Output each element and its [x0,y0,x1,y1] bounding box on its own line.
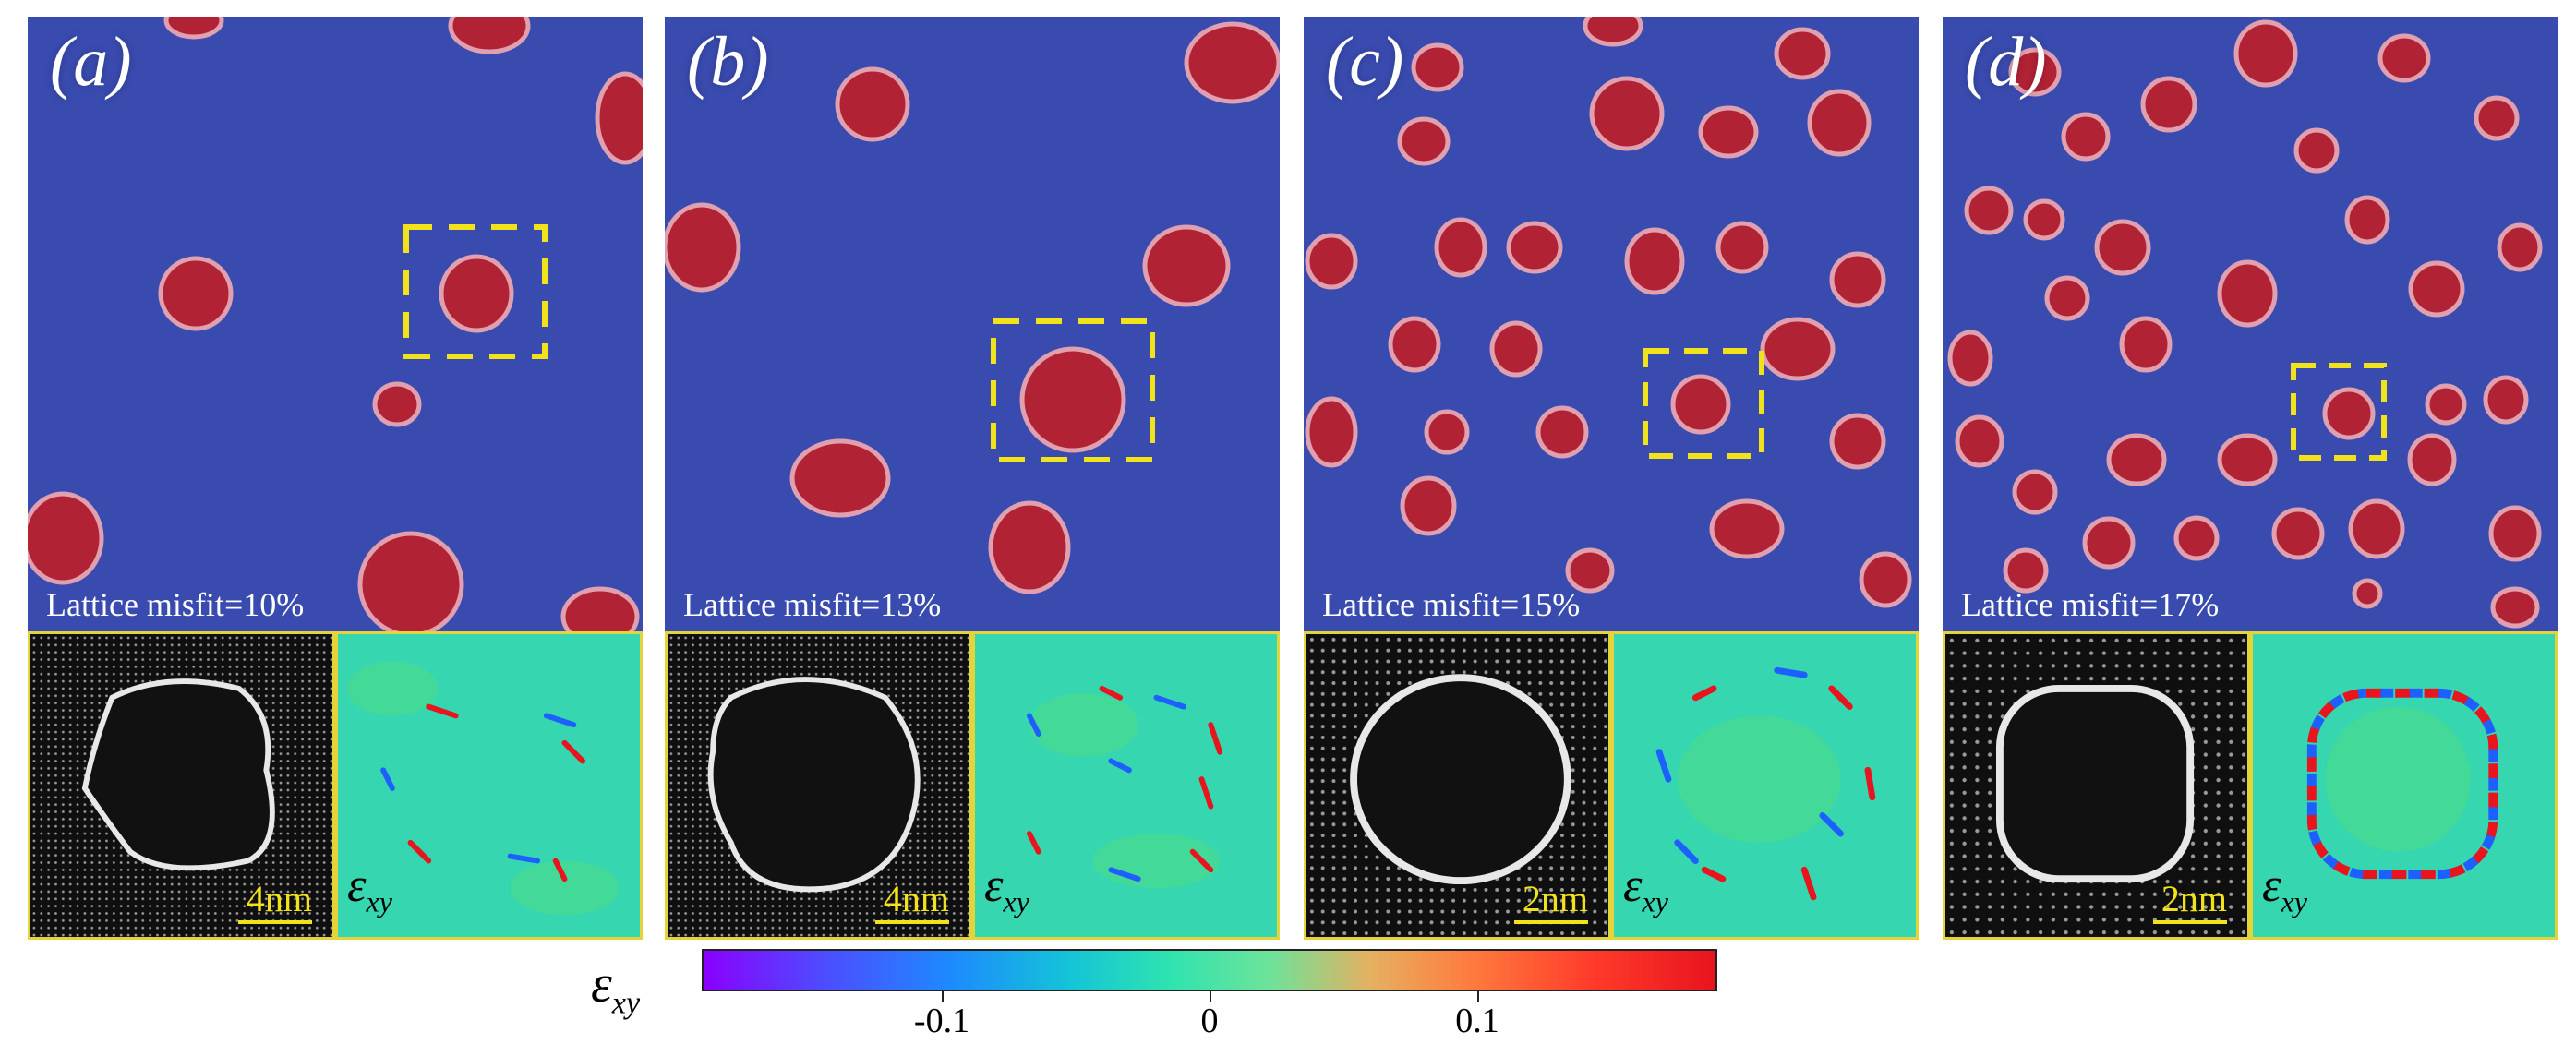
simulation-map-a: (a) Lattice misfit=10% [28,17,643,631]
atomic-inset-a: 4nm [28,631,335,940]
panel-label-c: (c) [1326,23,1404,101]
scale-bar-label-a: 4nm [246,878,312,919]
strain-inset-c: εxy [1611,631,1919,940]
panel-label-b: (b) [687,23,769,101]
strain-symbol-c: εxy [1623,858,1668,918]
scale-bar-label-d: 2nm [2161,878,2227,919]
colorbar-ticklabel-pos: 0.1 [1455,1002,1499,1040]
colorbar-symbol: εxy [591,954,641,1021]
simulation-map-b: (b) Lattice misfit=13% [665,17,1280,631]
colorbar: εxy -0.1 0 0.1 [591,949,1727,1041]
colorbar-ticklabel-zero: 0 [1200,1002,1219,1040]
misfit-label-b: Lattice misfit=13% [683,586,942,623]
atomic-inset-c: 2nm [1304,631,1611,940]
colorbar-ticklabel-neg: -0.1 [913,1002,970,1040]
strain-inset-a: εxy [335,631,643,940]
colorbar-tick-pos [1477,991,1479,1002]
panel-label-d: (d) [1965,23,2047,101]
misfit-label-d: Lattice misfit=17% [1961,586,2220,623]
strain-inset-b: εxy [972,631,1280,940]
simulation-map-c: (c) Lattice misfit=15% [1304,17,1919,631]
scale-bar-label-b: 4nm [883,878,949,919]
panel-d: (d) Lattice misfit=17% 2nm [1943,17,2558,940]
scale-bar-label-c: 2nm [1522,878,1588,919]
inset-row-a: 4nm εxy [28,631,643,940]
strain-symbol-a: εxy [347,858,392,918]
panel-c: (c) Lattice misfit=15% 2nm [1304,17,1919,940]
scale-bar-a [238,920,312,924]
simulation-map-d: (d) Lattice misfit=17% [1943,17,2558,631]
inset-row-b: 4nm [665,631,1280,940]
panel-label-a: (a) [50,23,132,101]
scale-bar-d [2153,920,2227,924]
colorbar-tick-neg [942,991,944,1002]
strain-symbol-b: εxy [984,858,1029,918]
atomic-inset-d: 2nm [1943,631,2250,940]
misfit-label-c: Lattice misfit=15% [1322,586,1581,623]
strain-symbol-d: εxy [2262,858,2307,918]
inset-row-d: 2nm εxy [1943,631,2558,940]
misfit-label-a: Lattice misfit=10% [46,586,305,623]
scale-bar-c [1514,920,1588,924]
panel-a: (a) Lattice misfit=10% 4nm [28,17,643,940]
colorbar-tick-zero [1210,991,1211,1002]
scale-bar-b [875,920,949,924]
atomic-inset-b: 4nm [665,631,972,940]
strain-inset-d: εxy [2250,631,2558,940]
inset-row-c: 2nm [1304,631,1919,940]
panel-b: (b) Lattice misfit=13% 4nm [665,17,1280,940]
colorbar-gradient [702,949,1717,991]
